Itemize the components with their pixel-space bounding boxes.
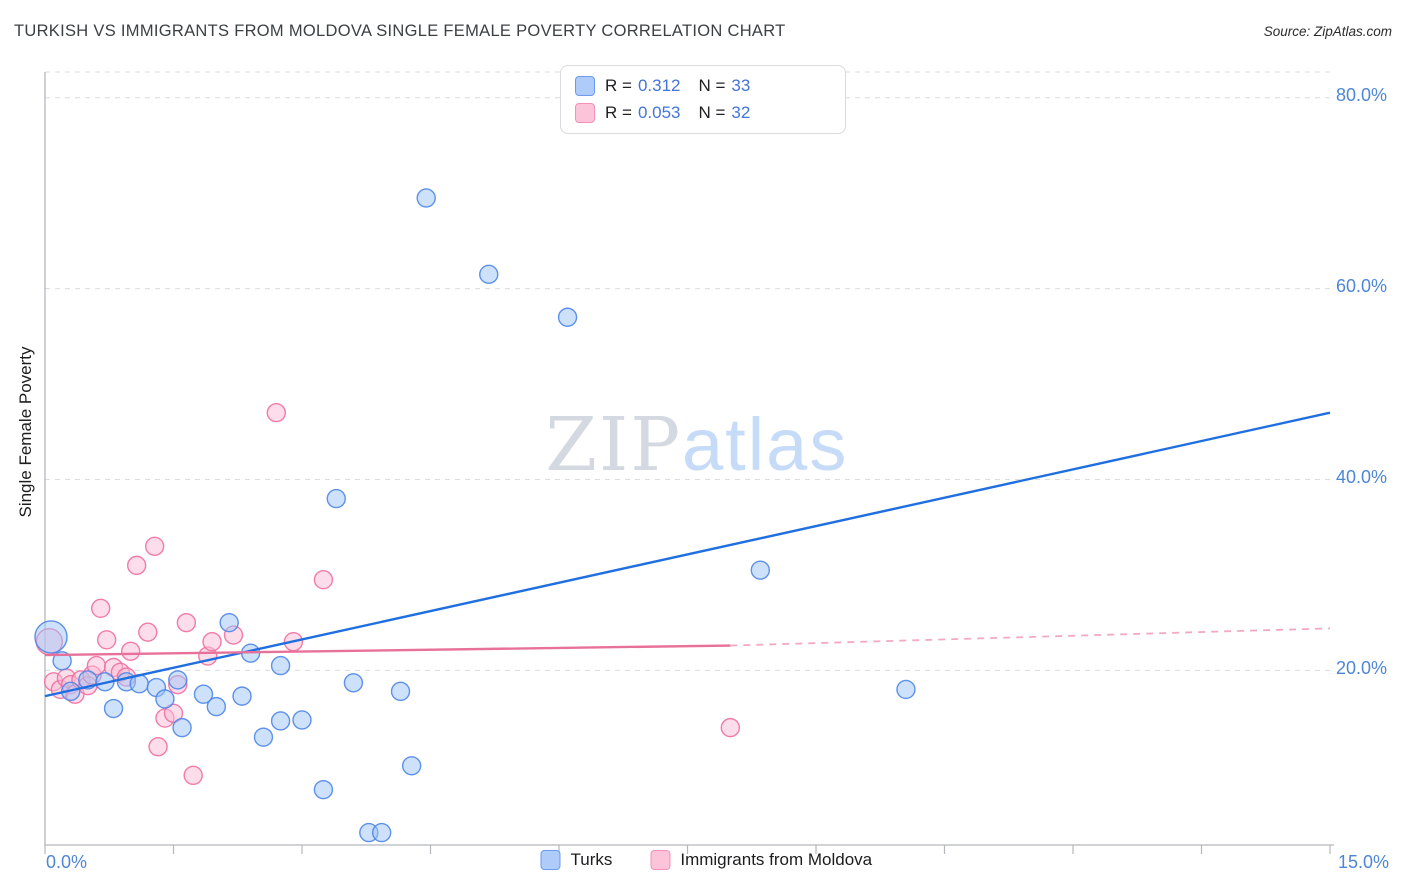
- data-point-turks[interactable]: [52, 651, 72, 671]
- legend-row-moldova: R = 0.053 N = 32: [575, 103, 831, 123]
- data-point-turks[interactable]: [326, 488, 346, 509]
- moldova-swatch-icon: [575, 103, 595, 123]
- data-point-immigrants-from-moldova[interactable]: [90, 598, 111, 619]
- page-title: TURKISH VS IMMIGRANTS FROM MOLDOVA SINGL…: [14, 22, 786, 40]
- data-point-turks[interactable]: [206, 696, 227, 717]
- data-point-turks[interactable]: [219, 612, 239, 633]
- data-point-turks[interactable]: [313, 779, 334, 800]
- source-label: Source: ZipAtlas.com: [1263, 24, 1392, 39]
- data-point-immigrants-from-moldova[interactable]: [176, 612, 197, 633]
- data-point-immigrants-from-moldova[interactable]: [148, 737, 168, 757]
- data-point-immigrants-from-moldova[interactable]: [120, 641, 141, 661]
- data-point-turks[interactable]: [34, 620, 68, 654]
- moldova-legend-swatch-icon: [650, 850, 671, 870]
- data-point-turks[interactable]: [479, 264, 499, 285]
- y-tick-60: 60.0%: [1336, 276, 1388, 296]
- data-point-turks[interactable]: [750, 560, 771, 580]
- zipatlas-watermark: ZIPatlas: [546, 402, 849, 488]
- watermark-atlas: atlas: [682, 403, 849, 486]
- trend-line-turks: [44, 411, 1331, 698]
- turks-swatch-icon: [575, 76, 595, 96]
- data-point-turks[interactable]: [232, 686, 252, 706]
- data-point-immigrants-from-moldova[interactable]: [183, 765, 203, 786]
- data-point-turks[interactable]: [103, 698, 124, 719]
- data-point-turks[interactable]: [371, 822, 392, 843]
- data-point-turks[interactable]: [292, 710, 312, 730]
- data-point-turks[interactable]: [390, 681, 411, 702]
- moldova-stats: R = 0.053 N = 32: [605, 103, 751, 122]
- data-point-turks[interactable]: [557, 307, 578, 327]
- data-point-turks[interactable]: [270, 711, 291, 731]
- series-legend: Turks Immigrants from Moldova: [540, 850, 872, 870]
- turks-legend-swatch-icon: [540, 850, 561, 870]
- data-point-immigrants-from-moldova[interactable]: [126, 555, 147, 576]
- data-point-turks[interactable]: [155, 689, 175, 709]
- data-point-turks[interactable]: [270, 655, 291, 676]
- data-point-turks[interactable]: [343, 673, 364, 693]
- data-point-immigrants-from-moldova[interactable]: [138, 622, 158, 642]
- data-point-immigrants-from-moldova[interactable]: [96, 630, 117, 650]
- data-point-turks[interactable]: [896, 679, 916, 700]
- data-point-turks[interactable]: [253, 727, 274, 747]
- data-point-turks[interactable]: [172, 717, 192, 738]
- y-axis-title: Single Female Poverty: [16, 346, 35, 518]
- turks-legend-label: Turks: [570, 850, 613, 869]
- data-point-turks[interactable]: [168, 670, 188, 690]
- correlation-legend: R = 0.312 N = 33 R = 0.053 N = 32: [560, 65, 846, 134]
- x-tick-max: 15.0%: [1338, 852, 1390, 872]
- y-tick-80: 80.0%: [1336, 85, 1388, 105]
- turks-stats: R = 0.312 N = 33: [605, 76, 751, 95]
- moldova-legend-label: Immigrants from Moldova: [680, 850, 873, 869]
- legend-item-turks: Turks: [540, 850, 612, 870]
- legend-row-turks: R = 0.312 N = 33: [575, 76, 831, 96]
- data-point-immigrants-from-moldova[interactable]: [202, 632, 222, 652]
- data-point-turks[interactable]: [416, 188, 436, 208]
- trend-line-immigrants-from-moldova-extrapolated-: [730, 627, 1331, 647]
- x-tick-min: 0.0%: [46, 852, 88, 872]
- data-point-immigrants-from-moldova[interactable]: [313, 569, 334, 590]
- data-point-immigrants-from-moldova[interactable]: [144, 536, 165, 556]
- y-tick-40: 40.0%: [1336, 467, 1388, 487]
- y-tick-20: 20.0%: [1336, 658, 1388, 678]
- watermark-zip: ZIP: [545, 402, 683, 488]
- data-point-immigrants-from-moldova[interactable]: [720, 717, 741, 738]
- legend-item-moldova: Immigrants from Moldova: [650, 850, 872, 870]
- data-point-immigrants-from-moldova[interactable]: [163, 703, 184, 724]
- trend-line-immigrants-from-moldova: [44, 644, 731, 657]
- data-point-turks[interactable]: [401, 756, 422, 776]
- data-point-turks[interactable]: [193, 684, 214, 704]
- data-point-immigrants-from-moldova[interactable]: [266, 402, 286, 423]
